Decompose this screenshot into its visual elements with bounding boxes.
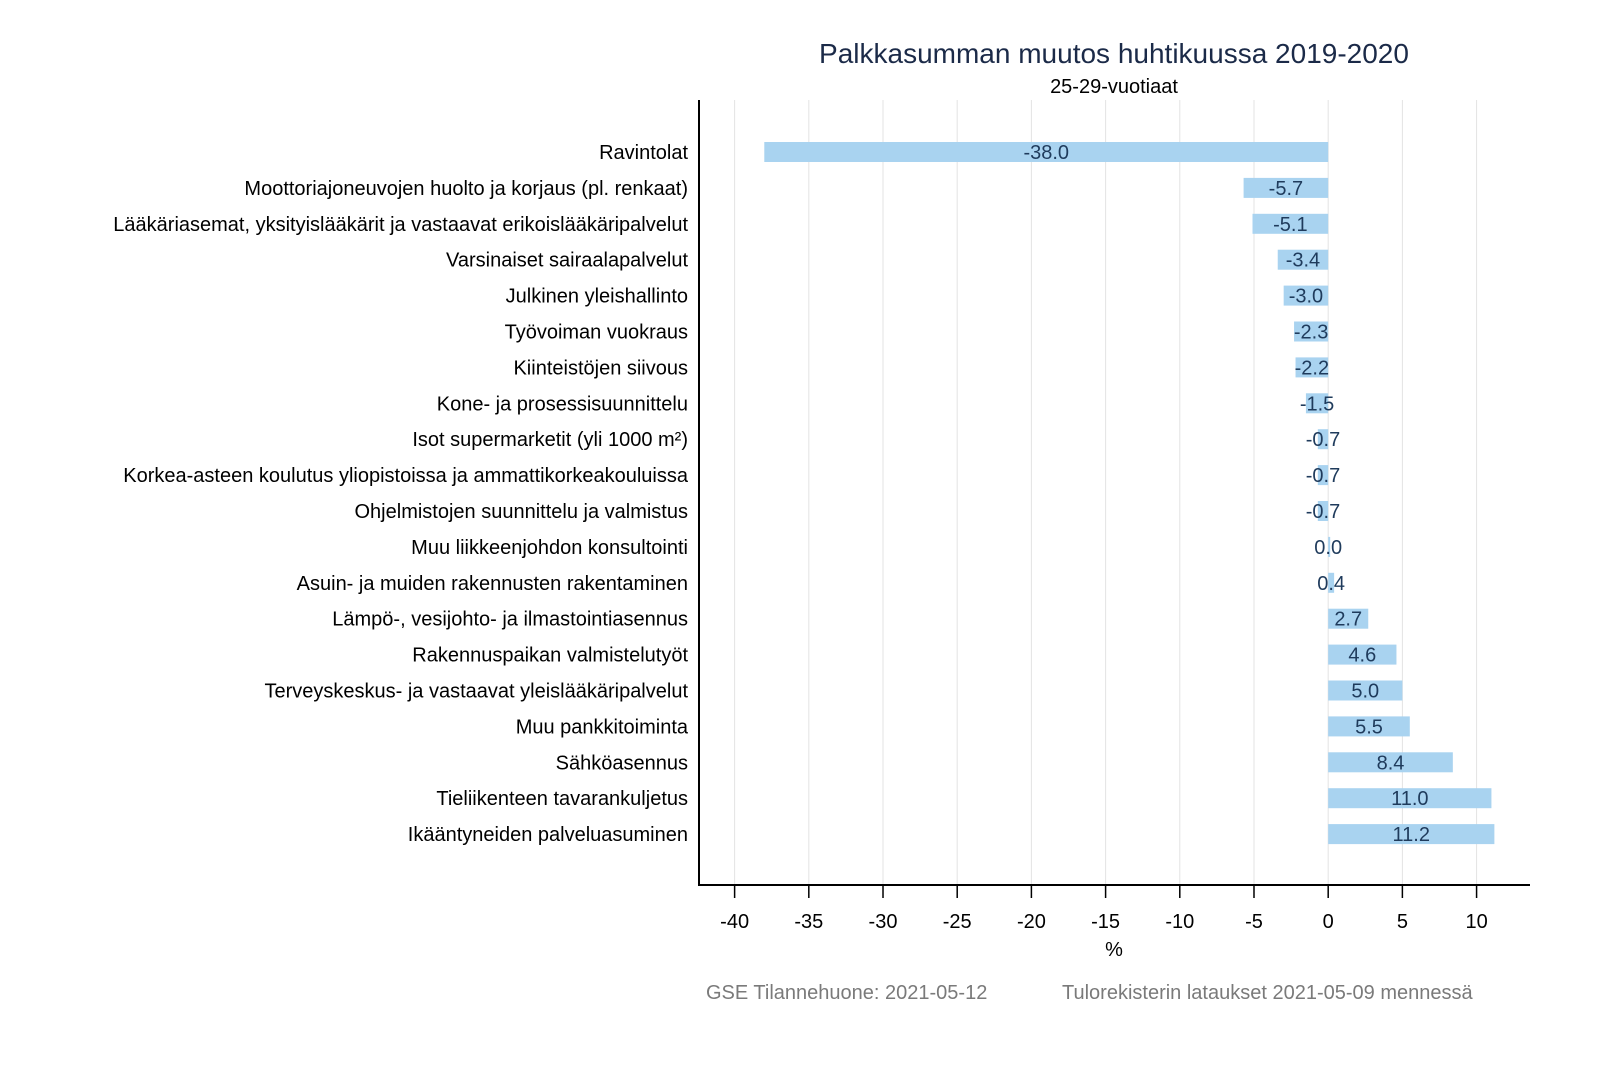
x-tick-label: -30 (869, 911, 898, 933)
category-label: Ikääntyneiden palveluasuminen (408, 824, 688, 846)
bar (1277, 249, 1329, 270)
x-tick-label: 0 (1323, 911, 1334, 933)
category-label: Kiinteistöjen siivous (513, 357, 688, 379)
bar (1328, 572, 1335, 593)
category-label: Kone- ja prosessisuunnittelu (437, 393, 688, 415)
bar (1328, 824, 1495, 845)
bar (1295, 357, 1329, 378)
category-label: Muu liikkeenjohdon konsultointi (411, 537, 688, 559)
footer-note: Tulorekisterin lataukset 2021-05-09 menn… (1062, 982, 1473, 1004)
bar (1328, 536, 1331, 557)
value-label: -5.1 (1273, 214, 1307, 236)
category-label: Sähköasennus (556, 752, 688, 774)
footer-source: GSE Tilannehuone: 2021-05-12 (706, 982, 987, 1004)
bar (1328, 608, 1369, 629)
category-label: Tieliikenteen tavarankuljetus (436, 788, 688, 810)
category-label: Julkinen yleishallinto (506, 286, 688, 308)
category-label: Ohjelmistojen suunnittelu ja valmistus (355, 501, 689, 523)
x-tick-label: -35 (794, 911, 823, 933)
category-label: Työvoiman vuokraus (505, 322, 688, 344)
value-label: 0.0 (1314, 537, 1342, 559)
value-label: -0.7 (1306, 429, 1340, 451)
bar (1305, 393, 1329, 414)
x-tick-label: -25 (943, 911, 972, 933)
value-label: 8.4 (1377, 752, 1405, 774)
bar (1328, 680, 1403, 701)
value-label: -38.0 (1023, 142, 1069, 164)
category-label: Asuin- ja muiden rakennusten rakentamine… (297, 573, 688, 595)
value-label: 5.5 (1355, 716, 1383, 738)
value-label: -3.4 (1286, 250, 1320, 272)
category-label: Lääkäriasemat, yksityislääkärit ja vasta… (113, 214, 688, 236)
x-tick-label: 10 (1465, 911, 1487, 933)
value-label: 11.2 (1393, 824, 1430, 846)
x-tick-label: -10 (1165, 911, 1194, 933)
bar (1243, 177, 1329, 198)
bar (1328, 752, 1453, 773)
x-tick-label: -20 (1017, 911, 1046, 933)
x-tick-label: 5 (1397, 911, 1408, 933)
bar (1328, 788, 1492, 809)
value-label: -5.7 (1269, 178, 1303, 200)
chart-title: Palkkasumman muutos huhtikuussa 2019-202… (819, 38, 1409, 69)
bar (1252, 213, 1329, 234)
chart-subtitle: 25-29-vuotiaat (1050, 76, 1178, 98)
category-label: Ravintolat (599, 142, 688, 164)
bar (1317, 429, 1329, 450)
x-tick-label: -5 (1245, 911, 1263, 933)
category-label: Korkea-asteen koulutus yliopistoissa ja … (123, 465, 689, 487)
category-label: Terveyskeskus- ja vastaavat yleislääkäri… (264, 681, 688, 703)
x-tick-label: -40 (720, 911, 749, 933)
category-label: Rakennuspaikan valmistelutyöt (412, 645, 688, 667)
value-label: 2.7 (1334, 609, 1362, 631)
category-label: Muu pankkitoiminta (516, 716, 689, 738)
value-label: -1.5 (1300, 393, 1334, 415)
bar (764, 142, 1329, 162)
value-label: -3.0 (1289, 286, 1323, 308)
x-tick-label: -15 (1091, 911, 1120, 933)
category-label: Lämpö-, vesijohto- ja ilmastointiasennus (332, 609, 688, 631)
value-label: 4.6 (1348, 645, 1376, 667)
bar (1317, 465, 1329, 486)
bar (1317, 501, 1329, 521)
value-label: -0.7 (1306, 501, 1340, 523)
value-label: 11.0 (1391, 788, 1428, 810)
category-label: Varsinaiset sairaalapalvelut (446, 250, 688, 272)
category-label: Isot supermarketit (yli 1000 m²) (412, 429, 688, 451)
value-label: -2.3 (1294, 322, 1328, 344)
bar (1283, 285, 1329, 306)
bar (1328, 716, 1410, 737)
value-label: -0.7 (1306, 465, 1340, 487)
value-label: 5.0 (1351, 681, 1379, 703)
category-label: Moottoriajoneuvojen huolto ja korjaus (p… (244, 178, 688, 200)
value-label: -2.2 (1295, 357, 1329, 379)
x-axis-label: % (1105, 939, 1123, 961)
bar (1328, 644, 1397, 665)
value-label: 0.4 (1317, 573, 1345, 595)
bar (1294, 321, 1329, 342)
